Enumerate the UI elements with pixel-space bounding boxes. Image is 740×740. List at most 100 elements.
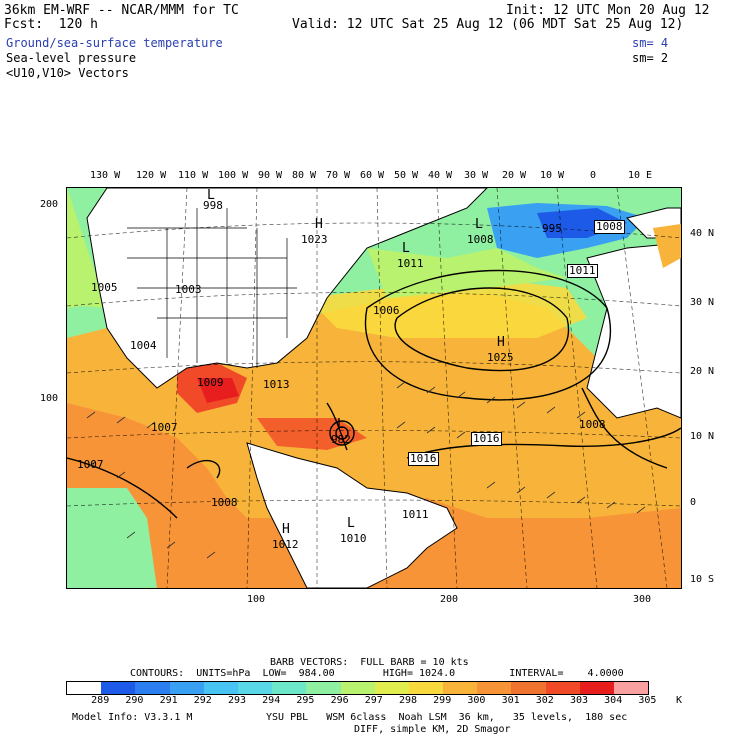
lon-label: 60 W: [360, 170, 385, 181]
sst-pacific-south: [67, 488, 157, 588]
high-symbol: H: [282, 522, 290, 537]
model-info: Model Info: V3.3.1 M: [72, 712, 193, 723]
high-symbol: H: [315, 217, 323, 232]
low-symbol: L: [337, 417, 345, 432]
sst-field-mid: [307, 278, 587, 338]
low-symbol: L: [402, 241, 410, 256]
colorbar-swatch: [614, 682, 649, 694]
lon-label: 90 W: [258, 170, 283, 181]
colorbar-label: 301: [501, 695, 520, 706]
grid-x-label: 100: [247, 594, 266, 605]
colorbar-swatch: [477, 682, 512, 694]
colorbar-label: 295: [296, 695, 315, 706]
wind-barbs: [86, 381, 646, 559]
low-symbol: L: [475, 217, 483, 232]
forecast-hour: Fcst: 120 h: [4, 17, 98, 32]
lon-label: 20 W: [502, 170, 527, 181]
lat-label: 20 N: [690, 366, 715, 377]
lon-label: 110 W: [178, 170, 209, 181]
field-label-vectors: <U10,V10> Vectors: [6, 66, 129, 80]
field-label-sst: Ground/sea-surface temperature: [6, 36, 223, 50]
pressure-label: 1008: [467, 233, 494, 246]
map-canvas: [67, 188, 681, 588]
colorbar-label: 300: [467, 695, 486, 706]
lon-label: 130 W: [90, 170, 121, 181]
pressure-label: 1012: [272, 538, 299, 551]
lon-label: 100 W: [218, 170, 249, 181]
chart-title: 36km EM-WRF -- NCAR/MMM for TC: [4, 3, 239, 18]
pressure-label-box: 1011: [567, 264, 598, 278]
lon-label: 0: [590, 170, 597, 181]
field-smooth-slp: sm= 2: [632, 51, 669, 65]
political-boundaries: [127, 208, 297, 368]
sst-gulf-hot: [197, 378, 239, 403]
pressure-label: 1007: [77, 458, 104, 471]
low-symbol: L: [347, 516, 355, 531]
weather-map: 998 1023 1008 995 1008 1011 1011 1005 10…: [66, 187, 682, 589]
colorbar-label: 299: [433, 695, 452, 706]
colorbar-swatch: [374, 682, 409, 694]
colorbar-swatch: [545, 682, 580, 694]
colorbar-swatch: [443, 682, 478, 694]
lon-label: 10 W: [540, 170, 565, 181]
lat-label: 10 N: [690, 431, 715, 442]
grid-y-label: 100: [40, 393, 59, 404]
colorbar-label: 294: [262, 695, 281, 706]
colorbar-label: 293: [227, 695, 247, 706]
colorbar-swatch: [579, 682, 614, 694]
field-label-slp: Sea-level pressure: [6, 51, 137, 65]
colorbar-label: 302: [535, 695, 554, 706]
pressure-label: 1005: [91, 281, 118, 294]
model-diffusion: DIFF, simple KM, 2D Smagor: [354, 724, 511, 735]
high-symbol: H: [497, 335, 505, 350]
lat-label: 10 S: [690, 574, 715, 585]
contour-legend: CONTOURS: UNITS=hPa LOW= 984.00 HIGH= 10…: [130, 668, 624, 679]
barb-legend: BARB VECTORS: FULL BARB = 10 kts: [270, 657, 469, 668]
sst-caribbean: [257, 418, 367, 450]
pressure-label: 1011: [397, 257, 424, 270]
colorbar-swatch: [169, 682, 204, 694]
colorbar-swatch: [511, 682, 546, 694]
land-africa: [586, 242, 681, 419]
pressure-label: 998: [203, 199, 223, 212]
lon-label: 70 W: [326, 170, 351, 181]
valid-time: Valid: 12 UTC Sat 25 Aug 12 (06 MDT Sat …: [292, 17, 684, 32]
pressure-label: 1009: [197, 376, 224, 389]
sst-mediterranean: [653, 224, 681, 268]
land-south-america: [246, 442, 458, 588]
lon-label: 50 W: [394, 170, 419, 181]
colorbar-swatch: [203, 682, 238, 694]
pressure-label: 1011: [402, 508, 429, 521]
colorbar-label: 289: [91, 695, 110, 706]
lon-label: 80 W: [292, 170, 317, 181]
lat-label: 30 N: [690, 297, 715, 308]
pressure-label: 1025: [487, 351, 514, 364]
pressure-label: 982: [331, 433, 351, 446]
pressure-label-box: 1016: [408, 452, 439, 466]
colorbar-swatch: [272, 682, 307, 694]
low-symbol: L: [207, 188, 215, 203]
colorbar-label: 290: [125, 695, 144, 706]
colorbar-label: 291: [159, 695, 178, 706]
pressure-label: 1013: [263, 378, 290, 391]
pressure-label: 1010: [340, 532, 367, 545]
grid-x-label: 300: [633, 594, 652, 605]
colorbar-label: 292: [193, 695, 212, 706]
colorbar-label: 296: [330, 695, 349, 706]
pressure-label: 1023: [301, 233, 328, 246]
pressure-label-box: 1016: [471, 432, 502, 446]
sst-field-warmer: [67, 403, 681, 588]
colorbar-swatch: [135, 682, 170, 694]
colorbar-label: 298: [398, 695, 418, 706]
pressure-label: 1004: [130, 339, 157, 352]
pressure-label: 1003: [175, 283, 202, 296]
pressure-label: 1006: [373, 304, 400, 317]
colorbar-swatch: [101, 682, 136, 694]
grid-y-label: 200: [40, 199, 59, 210]
pressure-label: 995: [542, 222, 562, 235]
lon-label: 120 W: [136, 170, 167, 181]
colorbar-swatch: [237, 682, 273, 694]
lon-label: 10 E: [628, 170, 653, 181]
colorbar-swatch: [340, 682, 375, 694]
colorbar-label: 305: [638, 695, 657, 706]
